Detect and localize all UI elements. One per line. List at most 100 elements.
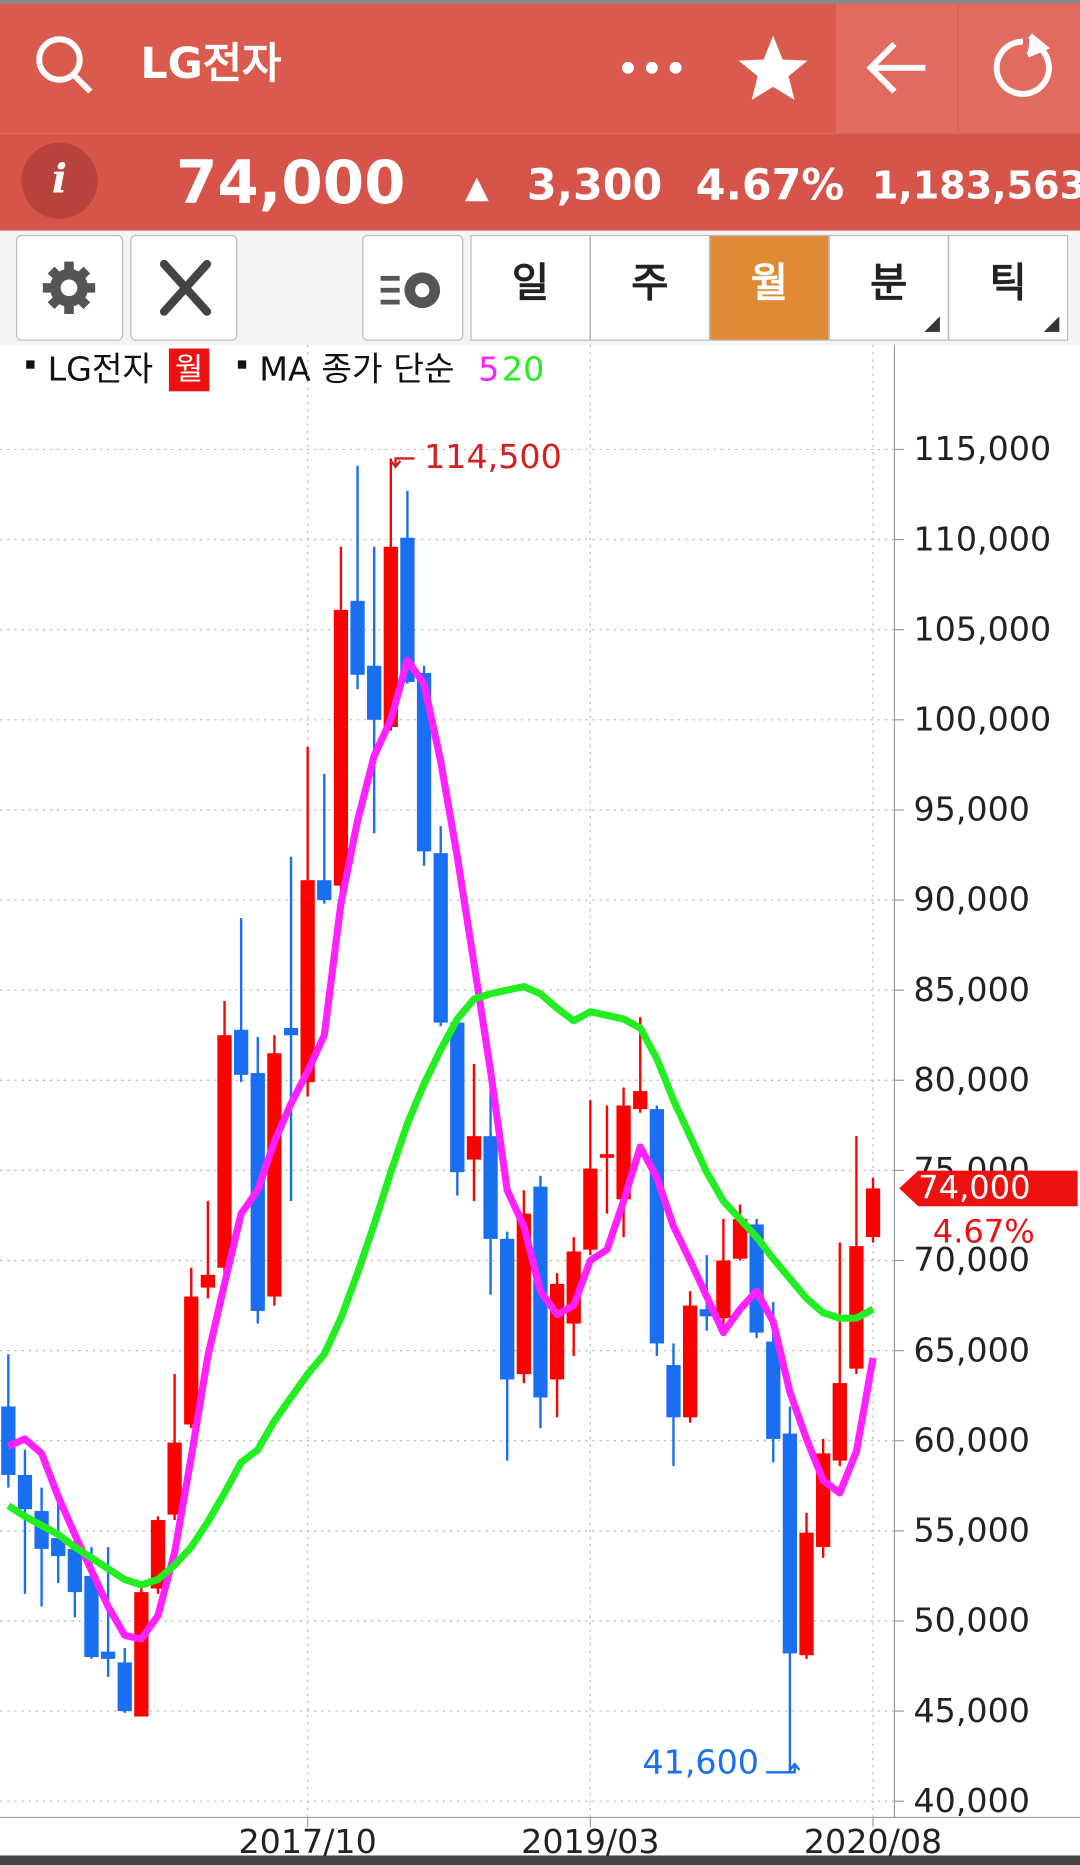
period-badge-bg	[168, 348, 210, 392]
candle-body	[383, 546, 398, 728]
indicator-icon	[380, 272, 441, 309]
tab-corner	[924, 316, 940, 332]
star-icon[interactable]	[738, 35, 808, 100]
x-tick-label: 2017/10	[238, 1822, 376, 1861]
refresh-button[interactable]	[958, 3, 1080, 134]
search-icon[interactable]	[36, 36, 93, 94]
candle-body	[167, 1442, 182, 1515]
candle-body	[599, 1154, 615, 1158]
ma-line	[6, 982, 875, 1589]
info-glyph: i	[52, 154, 67, 202]
candle-body	[1, 1406, 16, 1475]
legend-ma20: 20	[502, 350, 544, 389]
annotation-arrow	[766, 1762, 801, 1774]
candle-body	[766, 1341, 781, 1439]
candle-body	[84, 1575, 99, 1658]
y-tick-label: 90,000	[913, 880, 1030, 919]
candle-body	[799, 1532, 814, 1656]
y-tick-label: 70,000	[913, 1240, 1030, 1279]
candle-body	[184, 1296, 199, 1425]
candle-body	[217, 1035, 232, 1268]
chart-area	[0, 344, 1080, 1820]
annotation-label: 41,600	[642, 1743, 759, 1782]
y-tick-label: 100,000	[913, 700, 1051, 739]
period-tab-label: 분	[870, 258, 907, 306]
candle-body	[633, 1091, 648, 1110]
back-icon	[866, 41, 926, 94]
candle-body	[117, 1662, 132, 1712]
period-tab-label: 주	[631, 258, 668, 306]
candle-body	[749, 1224, 764, 1333]
candle-body	[716, 1260, 731, 1319]
candle-body	[832, 1383, 847, 1461]
period-tab-label: 일	[512, 258, 549, 306]
candle-body	[849, 1246, 864, 1369]
price: 74,000	[176, 149, 405, 218]
candle-body	[350, 600, 365, 675]
candle-body	[682, 1305, 698, 1418]
y-tick-label: 40,000	[913, 1781, 1030, 1820]
y-tick-label: 105,000	[913, 609, 1051, 648]
candle-body	[699, 1309, 714, 1317]
candle-body	[67, 1548, 82, 1593]
y-tick-label: 80,000	[913, 1060, 1030, 1099]
candle-body	[300, 880, 315, 1083]
x-tick-label: 2019/03	[521, 1822, 659, 1861]
tab-corner	[1043, 316, 1060, 332]
candle-body	[549, 1283, 565, 1380]
candle-body	[666, 1365, 681, 1418]
y-tick-label: 85,000	[913, 970, 1030, 1009]
candle-body	[450, 1022, 465, 1173]
candle-body	[782, 1433, 798, 1654]
period-tab[interactable]	[709, 234, 830, 341]
annotation-arrow	[389, 457, 415, 469]
refresh-icon	[993, 33, 1052, 97]
annotation-label: 114,500	[424, 437, 562, 476]
candle-body	[500, 1238, 515, 1380]
candle-body	[433, 853, 448, 1023]
price-tag-rate: 4.67%	[933, 1213, 1035, 1251]
period-tab[interactable]	[470, 234, 591, 341]
change-symbol: ▲	[465, 170, 489, 206]
price-tag-label: 74,000	[918, 1169, 1030, 1207]
legend-ma: MA 종가 단순	[259, 350, 454, 389]
legend-stock: LG전자	[48, 350, 154, 389]
y-tick-label: 110,000	[913, 519, 1051, 558]
legend-marker	[237, 360, 247, 369]
candle-body	[333, 609, 349, 886]
candle-body	[616, 1105, 631, 1200]
candle-body	[283, 1028, 299, 1036]
candle-body	[466, 1136, 482, 1160]
period-tab[interactable]	[589, 234, 710, 341]
stock-title: LG전자	[140, 39, 281, 89]
y-tick-label: 50,000	[913, 1601, 1030, 1640]
period-tab[interactable]	[828, 234, 949, 341]
candle-body	[17, 1474, 33, 1510]
period-badge: 월	[175, 352, 203, 388]
candle-body	[51, 1538, 66, 1557]
y-tick-label: 95,000	[913, 790, 1030, 829]
quote-bar	[0, 133, 1080, 231]
candle-body	[416, 672, 432, 852]
candle-body	[100, 1651, 116, 1659]
y-tick-label: 55,000	[913, 1511, 1030, 1550]
candle-body	[134, 1592, 149, 1717]
candle-body	[367, 665, 382, 720]
candle-body	[732, 1219, 748, 1259]
candle-body	[150, 1520, 166, 1589]
candle-body	[234, 1029, 249, 1075]
period-tab-label: 틱	[990, 258, 1027, 306]
period-tab[interactable]	[948, 234, 1069, 341]
candle-body	[649, 1109, 664, 1344]
y-tick-label: 65,000	[913, 1330, 1030, 1369]
info-icon[interactable]	[21, 142, 98, 219]
candle-body	[583, 1168, 598, 1250]
y-tick-label: 45,000	[913, 1691, 1030, 1730]
legend-ma5: 5	[478, 350, 499, 389]
candle-body	[865, 1188, 881, 1238]
price-tag	[899, 1170, 1078, 1207]
change-rate: 4.67%	[696, 160, 844, 210]
more-icon[interactable]	[622, 61, 682, 74]
candle-body	[317, 880, 332, 901]
